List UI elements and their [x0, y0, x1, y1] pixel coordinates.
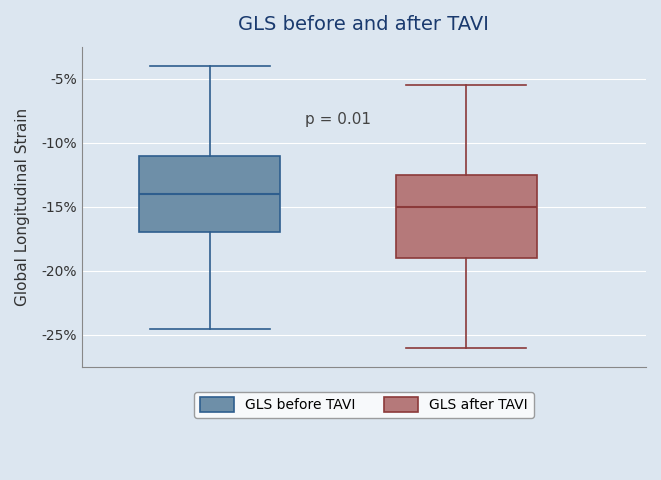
FancyBboxPatch shape [139, 156, 280, 232]
Y-axis label: Global Longitudinal Strain: Global Longitudinal Strain [15, 108, 30, 306]
Legend: GLS before TAVI, GLS after TAVI: GLS before TAVI, GLS after TAVI [194, 392, 533, 418]
FancyBboxPatch shape [396, 175, 537, 258]
Title: GLS before and after TAVI: GLS before and after TAVI [239, 15, 489, 34]
Text: p = 0.01: p = 0.01 [305, 111, 371, 127]
